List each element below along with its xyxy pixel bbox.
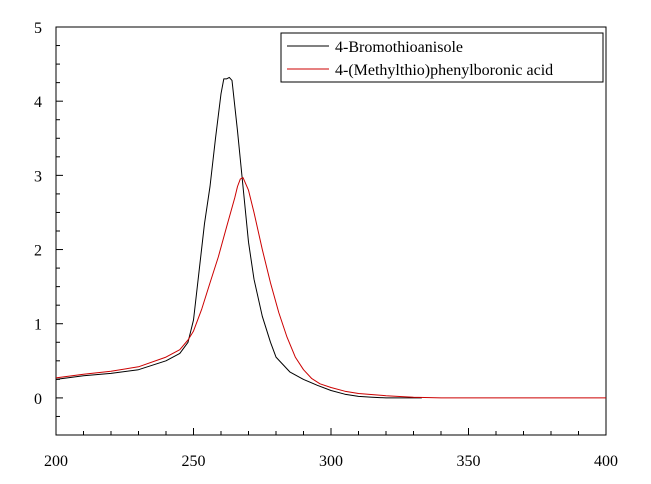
- axes: 200 250 300 350 400 0 1 2 3 4 5: [34, 20, 618, 470]
- x-tick-label: 350: [457, 453, 481, 470]
- legend-box: [280, 32, 604, 83]
- legend: 4-Bromothioanisole 4-(Methylthio)phenylbo…: [280, 32, 604, 83]
- y-tick-label: 5: [34, 20, 42, 37]
- x-tick-label: 300: [319, 453, 343, 470]
- series-line-2: [55, 177, 606, 399]
- plot-frame: [55, 26, 607, 436]
- y-tick-label: 1: [34, 317, 42, 334]
- x-tick-label: 200: [44, 453, 68, 470]
- legend-label: 4-(Methylthio)phenylboronic acid: [335, 62, 553, 79]
- y-tick-label: 2: [34, 243, 42, 260]
- series-lines: [55, 76, 606, 399]
- y-tick-label: 3: [34, 168, 42, 185]
- x-tick-label: 400: [594, 453, 618, 470]
- x-tick-label: 250: [182, 453, 206, 470]
- legend-label: 4-Bromothioanisole: [335, 39, 463, 56]
- series-line-1: [55, 76, 422, 399]
- y-tick-label: 4: [34, 94, 42, 111]
- y-tick-label: 0: [34, 391, 42, 408]
